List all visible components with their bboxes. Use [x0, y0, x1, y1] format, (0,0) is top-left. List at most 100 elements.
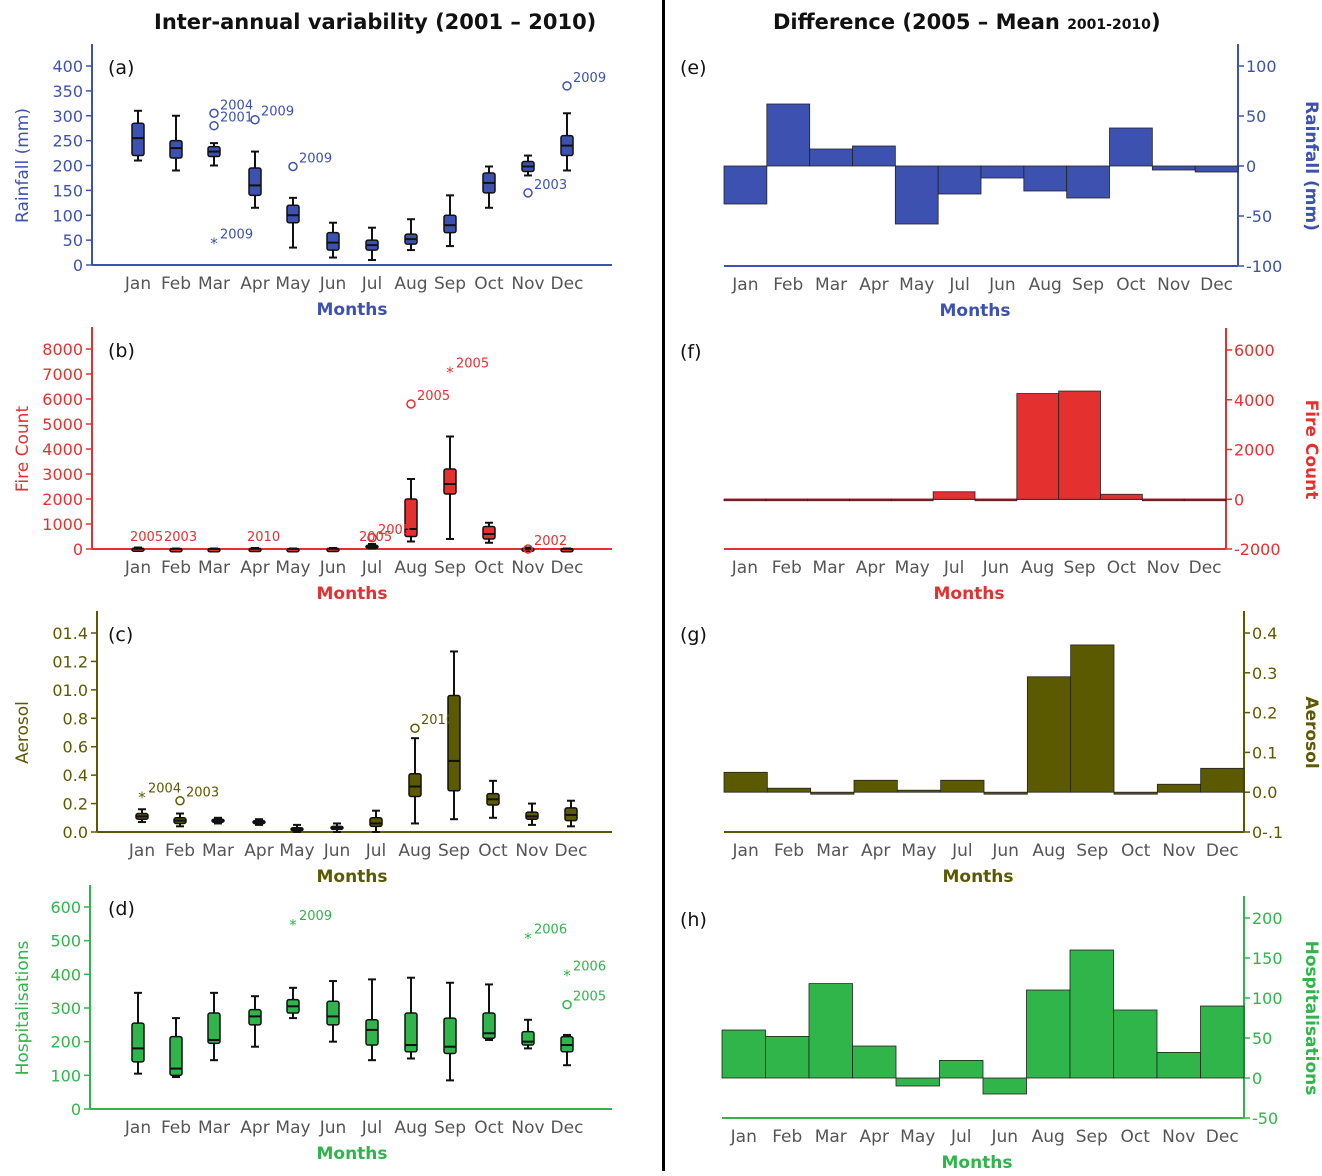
panel-c-outlier-label: 2003	[186, 786, 219, 801]
panel-h-ytick-label: 0	[1252, 1069, 1262, 1088]
panel-a-xtick-label: May	[275, 274, 310, 294]
panel-g-xtick-label: Mar	[816, 841, 848, 861]
panel-a-label: (a)	[108, 57, 134, 79]
panel-f-bar	[1141, 498, 1185, 502]
panel-d-outlier-label: 2006	[573, 959, 606, 974]
panel-h-xlabel: Months	[941, 1153, 1012, 1171]
panel-g-bar	[853, 779, 898, 793]
panel-a-xtick-label: Mar	[198, 274, 230, 294]
panel-c-ytick-label: 0.0	[63, 823, 88, 842]
panel-h-bar	[939, 1060, 984, 1079]
panel-a-xtick-label: Jul	[361, 274, 383, 294]
panel-g-bar	[940, 779, 985, 793]
panel-c-xtick-label: Oct	[478, 841, 508, 861]
panel-e-ytick-label: 0	[1246, 157, 1256, 176]
panel-e-xtick-label: Sep	[1072, 275, 1104, 295]
panel-a-outlier	[209, 120, 219, 131]
panel-a-ytick-label: 100	[52, 206, 83, 225]
panel-a-outlier-label: 2009	[220, 228, 253, 243]
panel-g-xtick-label: Sep	[1076, 841, 1108, 861]
panel-a-xtick-label: Feb	[161, 274, 191, 294]
panel-a-xtick-label: Jan	[124, 274, 151, 294]
panel-d-xtick-label: Feb	[161, 1118, 191, 1138]
panel-g-xtick-label: Jun	[991, 841, 1019, 861]
panel-c-label: (c)	[108, 624, 133, 646]
panel-h-xtick-label: Dec	[1206, 1127, 1239, 1147]
panel-a-ytick-label: 250	[52, 132, 83, 151]
panel-d-outlier-star: *	[563, 966, 571, 984]
panel-d-ytick-label: 200	[50, 1033, 81, 1052]
panel-g-bar	[983, 791, 1028, 795]
panel-b-outlier-label: 2005	[378, 523, 411, 538]
panel-d-xtick-label: Jul	[361, 1118, 383, 1138]
panel-d-xtick-label: Aug	[394, 1118, 427, 1138]
panel-b-ytick-label: 7000	[42, 365, 83, 384]
panel-c-xtick-label: May	[279, 841, 314, 861]
panel-h-ytick-label: 100	[1252, 989, 1283, 1008]
panel-c-xtick-label: Apr	[244, 841, 273, 861]
panel-f-xtick-label: Jun	[982, 558, 1010, 578]
panel-b-outlier-label: 2010	[247, 530, 280, 545]
panel-f-bar	[723, 498, 767, 502]
panel-g-bar	[1070, 644, 1115, 793]
panel-e-xtick-label: Jul	[948, 275, 970, 295]
panel-f-bar	[849, 498, 892, 502]
panel-e-xlabel: Months	[939, 301, 1010, 321]
panel-c-outlier	[410, 723, 420, 733]
panel-f-xtick-label: Nov	[1147, 558, 1180, 578]
panel-b-ytick-label: 3000	[42, 465, 83, 484]
panel-d-xtick-label: Dec	[551, 1118, 584, 1138]
panel-a-ytick-label: 0	[73, 256, 83, 275]
title-right-end: )	[1150, 10, 1161, 34]
panel-e-xtick-label: Dec	[1200, 275, 1233, 295]
panel-d-xtick-label: Apr	[240, 1118, 269, 1138]
panel-h-bar	[1156, 1052, 1201, 1079]
panel-g-bar	[723, 771, 768, 793]
panel-d-xtick-label: Sep	[434, 1118, 466, 1138]
panel-b-outlier-label: 2003	[164, 530, 197, 545]
panel-h-bar	[852, 1045, 897, 1079]
panel-b-xtick-label: Apr	[240, 558, 269, 578]
panel-f-bar	[807, 498, 850, 502]
panel-g-bar	[1026, 676, 1072, 793]
panel-b-xlabel: Months	[316, 584, 387, 604]
panel-g-bar	[766, 787, 812, 793]
panel-d-box	[207, 1012, 221, 1045]
panel-e-bar	[809, 148, 853, 167]
panel-h-bar	[808, 983, 853, 1079]
panel-c-ytick-label: 01.4	[52, 624, 88, 643]
panel-c-xtick-label: Aug	[398, 841, 431, 861]
panel-d-box	[169, 1035, 183, 1077]
panel-b-xtick-label: May	[275, 558, 310, 578]
panel-d-box	[482, 1012, 496, 1040]
panel-c-xtick-label: Sep	[438, 841, 470, 861]
panel-b-xtick-label: Jan	[124, 558, 151, 578]
panel-g-bar	[1156, 783, 1202, 793]
panel-a-xtick-label: Jun	[319, 274, 347, 294]
panel-h-label: (h)	[680, 909, 707, 931]
panel-b-ytick-label: 2000	[42, 490, 83, 509]
panel-b-xtick-label: Oct	[474, 558, 504, 578]
panel-h-ytick-label: 150	[1252, 949, 1283, 968]
panel-c-ytick-label: 01.2	[52, 652, 88, 671]
panel-c-box	[369, 817, 383, 828]
panel-e-label: (e)	[680, 57, 707, 79]
panel-b-outlier	[406, 399, 416, 409]
panel-e-bar	[852, 145, 896, 167]
panel-h-xtick-label: Feb	[772, 1127, 802, 1147]
panel-a-outlier-label: 2003	[534, 178, 567, 193]
panel-g-xtick-label: Nov	[1162, 841, 1195, 861]
panel-c-ytick-label: 0.6	[63, 738, 88, 757]
panel-g-xtick-label: Oct	[1121, 841, 1151, 861]
panel-e-xtick-label: Mar	[815, 275, 847, 295]
panel-f-bar	[890, 498, 934, 502]
panel-h-xtick-label: Mar	[815, 1127, 847, 1147]
panel-d-box	[365, 1019, 379, 1046]
panel-b-xtick-label: Dec	[551, 558, 584, 578]
panel-h-xtick-label: Oct	[1121, 1127, 1151, 1147]
panel-d-xtick-label: Jun	[319, 1118, 347, 1138]
panel-e-ytick-label: 50	[1246, 107, 1266, 126]
panel-h-bar	[1069, 949, 1114, 1079]
panel-e-xtick-label: May	[899, 275, 934, 295]
